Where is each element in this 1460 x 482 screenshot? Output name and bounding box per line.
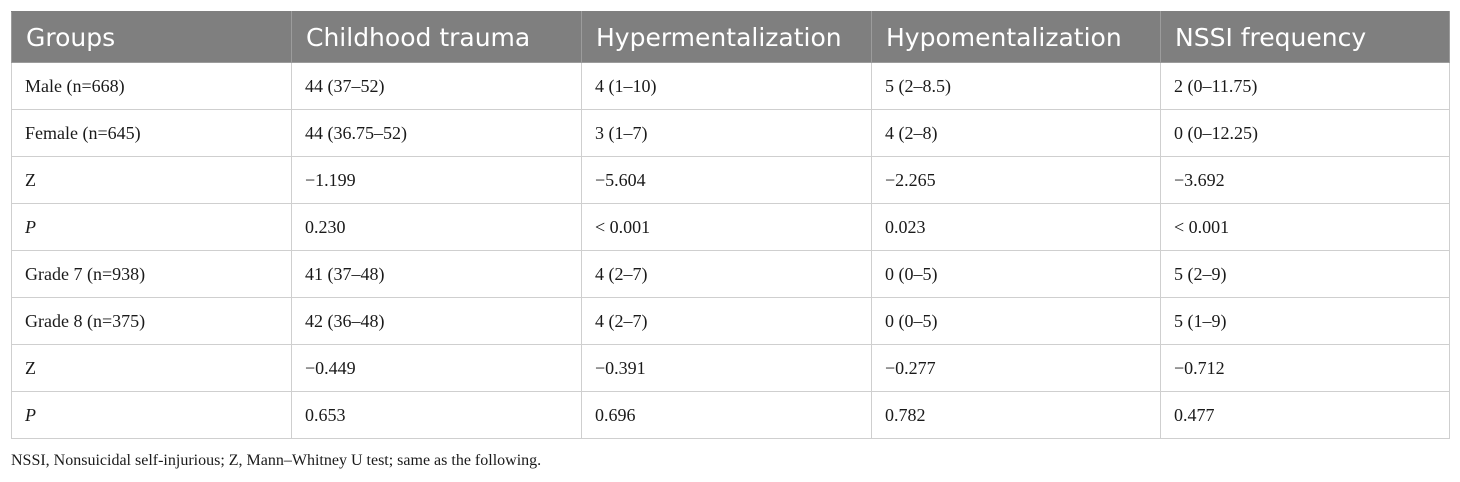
table-row: Grade 8 (n=375) 42 (36–48) 4 (2–7) 0 (0–… — [11, 297, 1450, 345]
data-table-container: Groups Childhood trauma Hypermentalizati… — [11, 11, 1450, 439]
cell-hypomentalization: 4 (2–8) — [871, 109, 1161, 157]
cell-hypomentalization: 0.023 — [871, 203, 1161, 251]
cell-nssi-frequency: 5 (2–9) — [1160, 250, 1450, 298]
table-header: Groups Childhood trauma Hypermentalizati… — [11, 11, 1450, 63]
cell-group: Male (n=668) — [11, 62, 292, 110]
header-hypomentalization: Hypomentalization — [871, 11, 1161, 63]
cell-hypomentalization: 0 (0–5) — [871, 250, 1161, 298]
cell-group: P — [11, 391, 292, 439]
cell-group: Grade 7 (n=938) — [11, 250, 292, 298]
cell-hypomentalization: 5 (2–8.5) — [871, 62, 1161, 110]
cell-hypomentalization: 0 (0–5) — [871, 297, 1161, 345]
cell-group: Z — [11, 344, 292, 392]
cell-hypomentalization: −2.265 — [871, 156, 1161, 204]
table-row: P 0.653 0.696 0.782 0.477 — [11, 391, 1450, 439]
cell-nssi-frequency: 5 (1–9) — [1160, 297, 1450, 345]
header-childhood-trauma: Childhood trauma — [291, 11, 582, 63]
cell-hypermentalization: 4 (2–7) — [581, 250, 872, 298]
cell-childhood-trauma: 0.653 — [291, 391, 582, 439]
cell-childhood-trauma: 41 (37–48) — [291, 250, 582, 298]
cell-hypermentalization: 4 (1–10) — [581, 62, 872, 110]
header-groups: Groups — [11, 11, 292, 63]
cell-group: Grade 8 (n=375) — [11, 297, 292, 345]
cell-childhood-trauma: 44 (37–52) — [291, 62, 582, 110]
table-row: P 0.230 < 0.001 0.023 < 0.001 — [11, 203, 1450, 251]
cell-hypermentalization: < 0.001 — [581, 203, 872, 251]
cell-nssi-frequency: < 0.001 — [1160, 203, 1450, 251]
header-hypermentalization: Hypermentalization — [581, 11, 872, 63]
cell-hypermentalization: 0.696 — [581, 391, 872, 439]
cell-hypomentalization: −0.277 — [871, 344, 1161, 392]
cell-hypermentalization: −0.391 — [581, 344, 872, 392]
cell-nssi-frequency: 0.477 — [1160, 391, 1450, 439]
cell-hypomentalization: 0.782 — [871, 391, 1161, 439]
table-body: Male (n=668) 44 (37–52) 4 (1–10) 5 (2–8.… — [11, 62, 1450, 439]
cell-childhood-trauma: 42 (36–48) — [291, 297, 582, 345]
cell-nssi-frequency: −0.712 — [1160, 344, 1450, 392]
table-row: Female (n=645) 44 (36.75–52) 3 (1–7) 4 (… — [11, 109, 1450, 157]
cell-nssi-frequency: 2 (0–11.75) — [1160, 62, 1450, 110]
header-nssi-frequency: NSSI frequency — [1160, 11, 1450, 63]
cell-hypermentalization: 4 (2–7) — [581, 297, 872, 345]
table-footnote: NSSI, Nonsuicidal self-injurious; Z, Man… — [11, 452, 542, 469]
table-row: Male (n=668) 44 (37–52) 4 (1–10) 5 (2–8.… — [11, 62, 1450, 110]
table-row: Grade 7 (n=938) 41 (37–48) 4 (2–7) 0 (0–… — [11, 250, 1450, 298]
cell-childhood-trauma: −1.199 — [291, 156, 582, 204]
cell-childhood-trauma: −0.449 — [291, 344, 582, 392]
cell-nssi-frequency: 0 (0–12.25) — [1160, 109, 1450, 157]
cell-group: Female (n=645) — [11, 109, 292, 157]
cell-group: P — [11, 203, 292, 251]
cell-childhood-trauma: 44 (36.75–52) — [291, 109, 582, 157]
data-table: Groups Childhood trauma Hypermentalizati… — [11, 11, 1450, 439]
cell-hypermentalization: −5.604 — [581, 156, 872, 204]
table-row: Z −0.449 −0.391 −0.277 −0.712 — [11, 344, 1450, 392]
header-row: Groups Childhood trauma Hypermentalizati… — [11, 11, 1450, 63]
cell-group: Z — [11, 156, 292, 204]
cell-childhood-trauma: 0.230 — [291, 203, 582, 251]
table-row: Z −1.199 −5.604 −2.265 −3.692 — [11, 156, 1450, 204]
cell-hypermentalization: 3 (1–7) — [581, 109, 872, 157]
cell-nssi-frequency: −3.692 — [1160, 156, 1450, 204]
